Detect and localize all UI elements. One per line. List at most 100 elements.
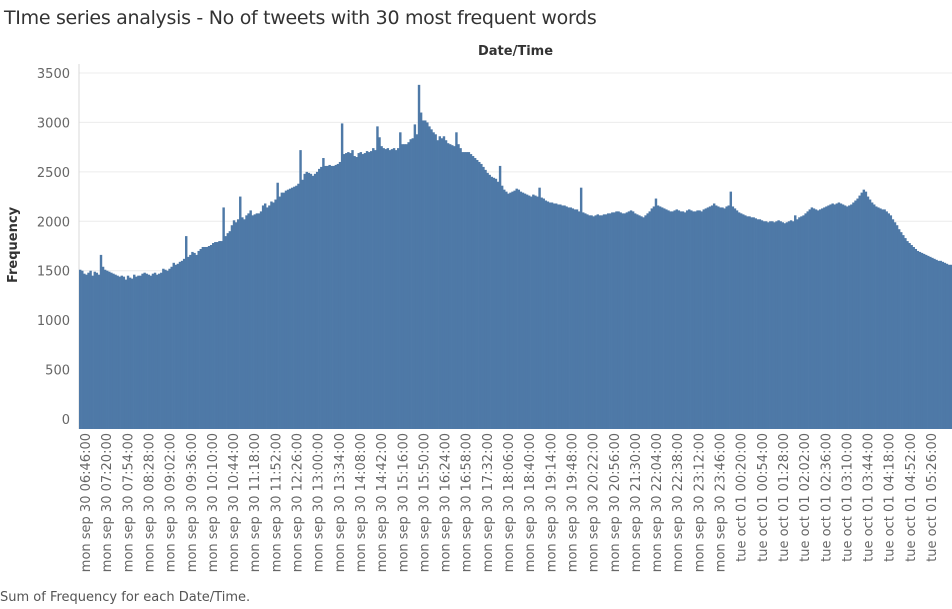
bar[interactable] xyxy=(101,266,105,429)
bar[interactable] xyxy=(180,260,184,429)
bar[interactable] xyxy=(606,213,610,429)
bar[interactable] xyxy=(388,150,392,430)
bar[interactable] xyxy=(821,208,824,429)
bar[interactable] xyxy=(128,277,132,429)
bar[interactable] xyxy=(222,207,225,429)
bar[interactable] xyxy=(130,278,134,429)
bar[interactable] xyxy=(137,275,140,429)
bar[interactable] xyxy=(929,256,932,429)
bar[interactable] xyxy=(318,168,321,429)
bar[interactable] xyxy=(473,158,477,429)
bar[interactable] xyxy=(133,274,136,429)
bar[interactable] xyxy=(596,214,599,429)
bar[interactable] xyxy=(476,159,479,430)
bar[interactable] xyxy=(209,245,213,429)
bar[interactable] xyxy=(384,149,387,429)
bar[interactable] xyxy=(891,219,895,429)
bar[interactable] xyxy=(430,129,433,429)
bar[interactable] xyxy=(818,209,822,429)
bar[interactable] xyxy=(363,153,367,429)
bar[interactable] xyxy=(737,212,741,429)
bar[interactable] xyxy=(342,154,346,429)
bar[interactable] xyxy=(685,210,689,429)
bar[interactable] xyxy=(783,223,787,429)
bar[interactable] xyxy=(563,205,566,429)
bar[interactable] xyxy=(883,209,886,429)
bar[interactable] xyxy=(378,137,381,429)
bar[interactable] xyxy=(359,152,363,429)
bar[interactable] xyxy=(451,145,454,430)
bar[interactable] xyxy=(519,191,523,429)
bar[interactable] xyxy=(207,246,211,429)
bar[interactable] xyxy=(220,241,223,429)
bar[interactable] xyxy=(278,196,281,429)
bar[interactable] xyxy=(89,270,92,429)
bar[interactable] xyxy=(530,196,533,429)
bar[interactable] xyxy=(241,217,244,429)
bar[interactable] xyxy=(588,215,591,429)
bar[interactable] xyxy=(604,214,608,429)
bar[interactable] xyxy=(827,205,830,429)
bar[interactable] xyxy=(943,262,947,429)
bar[interactable] xyxy=(442,136,446,429)
bar[interactable] xyxy=(947,264,951,429)
bar[interactable] xyxy=(769,221,772,429)
bar[interactable] xyxy=(112,273,115,429)
bar[interactable] xyxy=(825,206,828,429)
bar[interactable] xyxy=(288,188,292,429)
bar[interactable] xyxy=(879,208,882,429)
bar[interactable] xyxy=(796,219,799,429)
bar[interactable] xyxy=(286,189,290,429)
bar[interactable] xyxy=(756,219,760,429)
bar[interactable] xyxy=(860,192,863,429)
bar[interactable] xyxy=(118,276,121,429)
bar[interactable] xyxy=(517,189,521,429)
bar[interactable] xyxy=(195,254,198,429)
bar[interactable] xyxy=(249,210,252,429)
bar[interactable] xyxy=(99,254,103,429)
bar[interactable] xyxy=(189,254,192,429)
bar[interactable] xyxy=(197,250,200,429)
bar[interactable] xyxy=(239,196,242,429)
bar[interactable] xyxy=(850,204,853,429)
bar[interactable] xyxy=(232,220,236,429)
bar[interactable] xyxy=(386,148,390,429)
bar[interactable] xyxy=(532,194,535,429)
bar[interactable] xyxy=(544,200,548,429)
bar[interactable] xyxy=(602,214,606,429)
bar[interactable] xyxy=(856,198,859,429)
bar[interactable] xyxy=(845,206,849,429)
bar[interactable] xyxy=(700,211,703,429)
bar[interactable] xyxy=(467,152,471,429)
bar[interactable] xyxy=(927,255,930,429)
bar[interactable] xyxy=(835,203,839,429)
bar[interactable] xyxy=(461,152,464,429)
bar[interactable] xyxy=(500,185,504,429)
bar[interactable] xyxy=(569,207,572,429)
bar[interactable] xyxy=(191,251,194,429)
bar[interactable] xyxy=(841,204,845,429)
bar[interactable] xyxy=(681,211,685,429)
bar[interactable] xyxy=(621,213,624,429)
bar[interactable] xyxy=(885,211,888,429)
bar[interactable] xyxy=(935,259,938,429)
bar[interactable] xyxy=(877,207,880,429)
bar[interactable] xyxy=(85,274,88,429)
bar[interactable] xyxy=(234,222,238,429)
bar[interactable] xyxy=(353,156,356,430)
bar[interactable] xyxy=(937,260,940,429)
bar[interactable] xyxy=(550,202,554,430)
bar[interactable] xyxy=(259,211,263,429)
bar[interactable] xyxy=(511,191,514,429)
bar[interactable] xyxy=(800,216,803,429)
bar[interactable] xyxy=(656,205,660,429)
bar[interactable] xyxy=(554,203,558,429)
bar[interactable] xyxy=(411,138,414,429)
bar[interactable] xyxy=(295,185,298,429)
bar[interactable] xyxy=(627,211,631,429)
bar[interactable] xyxy=(912,246,915,429)
bar[interactable] xyxy=(143,272,146,429)
bar[interactable] xyxy=(357,153,360,429)
bar[interactable] xyxy=(673,210,676,429)
bar[interactable] xyxy=(403,144,406,429)
